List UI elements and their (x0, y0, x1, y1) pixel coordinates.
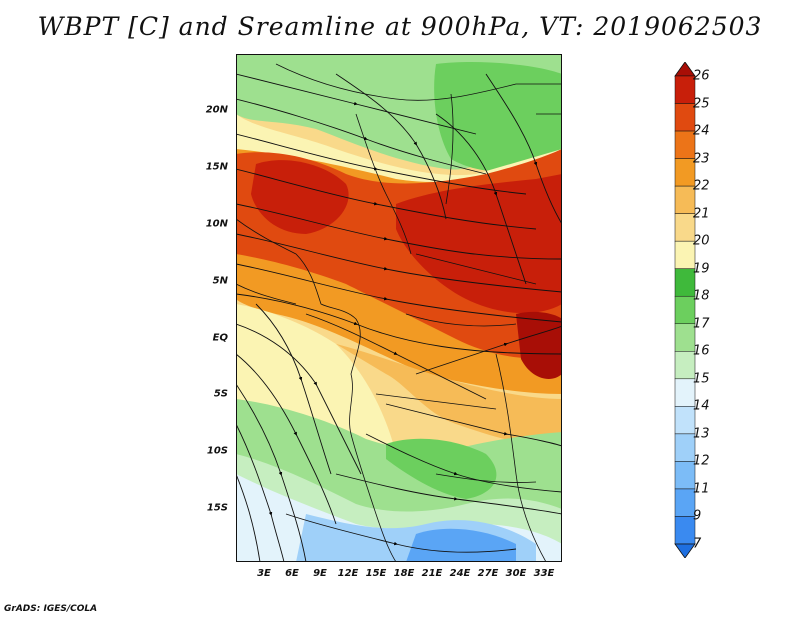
colorbar-segment (674, 406, 696, 435)
lat-label-20n: 20N (205, 104, 228, 116)
colorbar-label: 18 (693, 288, 710, 304)
colorbar-segment (674, 516, 696, 545)
lon-label-30e: 30E (505, 568, 527, 579)
colorbar-segment (674, 158, 696, 187)
colorbar-segment (674, 433, 696, 462)
field-hot-core-east (396, 174, 562, 314)
colorbar-bottom-arrow (674, 543, 696, 558)
lon-label-33e: 33E (533, 568, 555, 579)
lat-label-eq: EQ (212, 332, 228, 344)
colorbar-segment (674, 268, 696, 297)
footer-credit: GrADS: IGES/COLA (4, 604, 98, 614)
lon-label-12e: 12E (337, 568, 359, 579)
colorbar-segment (674, 488, 696, 517)
lat-label-5s: 5S (213, 388, 228, 400)
colorbar-label: 24 (693, 123, 710, 139)
field-south-deepblue (406, 528, 516, 562)
lat-label-15n: 15N (205, 161, 228, 173)
country-borders (236, 63, 562, 562)
colorbar-label: 11 (693, 481, 710, 497)
lon-label-18e: 18E (393, 568, 415, 579)
colorbar-label: 9 (693, 508, 702, 524)
colorbar-label: 12 (693, 453, 710, 469)
colorbar-segment (674, 75, 696, 104)
lon-label-3e: 3E (257, 568, 271, 579)
lat-label-5n: 5N (212, 275, 228, 287)
colorbar-segment (674, 295, 696, 325)
field-congo-red (516, 311, 562, 379)
colorbar-top-arrow (674, 62, 696, 77)
lon-label-15e: 15E (365, 568, 387, 579)
lat-label-10n: 10N (205, 218, 228, 230)
colorbar-segment (674, 378, 696, 407)
colorbar-label: 14 (693, 398, 710, 414)
colorbar-label: 21 (693, 206, 710, 222)
colorbar-label: 25 (693, 96, 710, 112)
map-panel (236, 54, 562, 562)
lon-label-21e: 21E (421, 568, 443, 579)
colorbar-segment (674, 185, 696, 214)
map-title: WBPT [C] and Sreamline at 900hPa, VT: 20… (37, 12, 763, 41)
colorbar-segment (674, 351, 696, 380)
field-north-darkgreen (434, 62, 562, 172)
lon-label-9e: 9E (313, 568, 327, 579)
field-tropical-orange (336, 344, 562, 445)
lon-label-24e: 24E (449, 568, 471, 579)
colorbar-label: 23 (693, 151, 710, 167)
field-hot-core-west (251, 160, 349, 234)
lon-label-6e: 6E (285, 568, 299, 579)
colorbar-label: 16 (693, 343, 710, 359)
colorbar-label: 19 (693, 261, 710, 277)
colorbar-segment (674, 323, 696, 352)
colorbar-label: 13 (693, 426, 710, 442)
colorbar-label: 26 (693, 68, 710, 84)
lon-label-27e: 27E (477, 568, 499, 579)
lat-label-15s: 15S (206, 502, 228, 514)
colorbar-segment (674, 130, 696, 159)
lat-label-10s: 10S (206, 445, 228, 457)
streamlines (236, 73, 562, 562)
colorbar-segment (674, 103, 696, 132)
colorbar-segment (674, 240, 696, 269)
colorbar-label: 17 (693, 316, 710, 332)
colorbar-label: 22 (693, 178, 710, 194)
colorbar-label: 7 (693, 536, 702, 552)
colorbar (674, 62, 696, 558)
colorbar-segment (674, 213, 696, 242)
colorbar-label: 15 (693, 371, 710, 387)
colorbar-segment (674, 461, 696, 490)
colorbar-label: 20 (693, 233, 710, 249)
